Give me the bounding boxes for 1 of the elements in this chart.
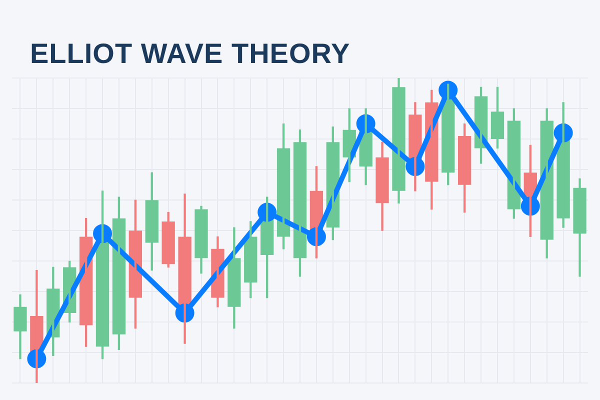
chart-title: ELLIOT WAVE THEORY xyxy=(30,38,350,70)
